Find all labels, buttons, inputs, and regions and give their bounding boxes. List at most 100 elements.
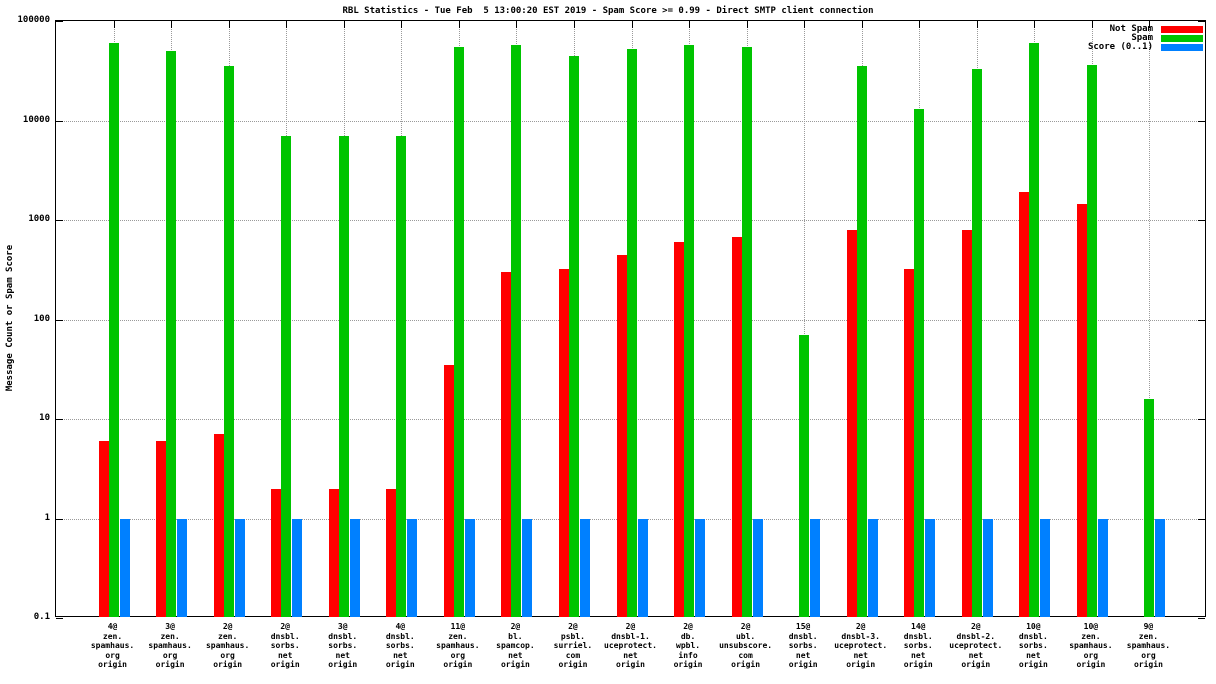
bar-spam <box>338 135 349 617</box>
x-tick-label-line: 2@ <box>855 622 866 631</box>
x-tick-label-line: bl. <box>508 631 523 641</box>
bar-not-spam <box>961 229 972 617</box>
bar-spam <box>1144 398 1155 617</box>
y-tick-label: 0.1 <box>33 612 50 622</box>
bar-spam <box>166 50 177 617</box>
x-tick-label: 2@ dnsbl. sorbs. net origin <box>255 622 315 670</box>
x-tick-label-line: origin <box>155 660 185 669</box>
x-tick-label-line: net <box>968 650 984 660</box>
x-tick-label-line: spamcop. <box>496 641 535 650</box>
x-tick-label-line: dnsbl. <box>270 631 300 641</box>
x-tick-label-line: org <box>220 650 235 660</box>
x-tick-label-line: uceprotect. <box>949 641 1003 650</box>
bar-not-spam <box>674 242 685 617</box>
x-axis-tick <box>1034 21 1036 28</box>
y-axis-tick <box>1198 220 1205 221</box>
y-axis-tick <box>56 319 63 321</box>
x-tick-label: 3@ dnsbl. sorbs. net origin <box>313 622 373 670</box>
x-tick-label: 2@ dnsbl-1. uceprotect. net origin <box>601 622 661 670</box>
x-axis-tick <box>631 21 633 28</box>
x-axis-tick <box>746 21 748 28</box>
x-tick-label-line: org <box>1141 650 1156 660</box>
bar-not-spam <box>386 488 397 617</box>
legend-label: Score (0..1) <box>1087 42 1153 52</box>
x-tick-label-line: net <box>623 650 638 660</box>
x-tick-label-line: sorbs. <box>788 641 818 650</box>
x-tick-label: 14@ dnsbl. sorbs. net origin <box>888 622 948 670</box>
x-tick-label-line: zen. <box>218 631 238 641</box>
x-tick-label-line: zen. <box>1138 631 1159 641</box>
bar-not-spam <box>156 441 167 617</box>
x-tick-label-line: zen. <box>1081 631 1101 641</box>
x-tick-label-line: 2@ <box>740 622 751 631</box>
y-tick-label: 100000 <box>17 15 50 25</box>
bar-spam <box>568 55 579 617</box>
bar-score-0-1 <box>177 518 188 617</box>
x-tick-label-line: surriel. <box>553 641 593 650</box>
x-tick-label-line: origin <box>98 660 127 669</box>
x-axis-tick <box>1149 21 1151 28</box>
x-tick-label-line: uceprotect. <box>604 641 657 650</box>
bar-score-0-1 <box>1040 518 1051 617</box>
x-tick-label: 2@ ubl. unsubscore. com origin <box>716 622 776 670</box>
legend-item: Spam <box>1088 34 1203 43</box>
bar-score-0-1 <box>810 518 821 617</box>
y-axis-tick <box>56 419 63 420</box>
x-tick-label-line: 2@ <box>625 622 636 631</box>
y-axis-tick <box>1198 419 1205 420</box>
x-axis-tick <box>343 21 345 28</box>
x-tick-label: 4@ zen. spamhaus. org origin <box>83 622 143 670</box>
x-tick-label-line: dnsbl. <box>903 631 933 641</box>
x-tick-label-line: 3@ <box>337 622 348 631</box>
y-tick-label: 1000 <box>28 214 50 224</box>
y-tick-label: 100 <box>33 313 50 324</box>
x-tick-label: 9@ zen. spamhaus. org origin <box>1118 622 1178 670</box>
legend-swatch <box>1161 35 1203 42</box>
x-tick-label-line: wpbl. <box>676 641 701 650</box>
x-tick-label-line: spamhaus. <box>1126 641 1171 650</box>
bar-spam <box>281 135 292 617</box>
x-tick-label-line: dnsbl. <box>788 631 818 641</box>
x-tick-label-line: net <box>1026 650 1041 660</box>
y-tick-label: 10 <box>39 413 50 423</box>
x-tick-label-line: 4@ <box>107 622 118 631</box>
x-tick-label-line: dnsbl-3. <box>841 631 880 641</box>
x-tick-label-line: 2@ <box>683 622 693 631</box>
x-axis-tick <box>286 21 288 28</box>
bar-not-spam <box>98 441 109 617</box>
x-axis-tick <box>228 21 230 28</box>
x-tick-label: 11@ zen. spamhaus. org origin <box>428 622 488 670</box>
x-tick-label-line: org <box>450 650 466 660</box>
x-tick-label-line: net <box>393 650 408 660</box>
x-tick-label-line: origin <box>673 660 703 669</box>
legend-label: Spam <box>1131 33 1153 43</box>
bar-spam <box>396 135 407 617</box>
x-gridline <box>1149 21 1151 616</box>
bar-spam <box>453 46 464 617</box>
y-axis-tick <box>56 21 63 22</box>
x-tick-label: 4@ dnsbl. sorbs. net origin <box>370 622 430 670</box>
x-tick-label-line: spamhaus. <box>436 641 480 650</box>
x-tick-label-line: spamhaus. <box>1069 641 1113 650</box>
x-tick-label-line: zen. <box>102 631 123 641</box>
x-tick-label-line: net <box>911 650 926 660</box>
y-axis-tick <box>56 518 63 520</box>
x-tick-label-line: 10@ <box>1083 622 1099 631</box>
bar-score-0-1 <box>119 518 130 617</box>
x-tick-label-line: org <box>162 650 178 660</box>
x-tick-label: 2@ zen. spamhaus. org origin <box>198 622 258 670</box>
y-axis-tick <box>1198 120 1205 122</box>
x-tick-label-line: net <box>795 650 811 660</box>
bar-score-0-1 <box>637 518 648 617</box>
bar-spam <box>799 334 810 617</box>
x-tick-label-line: origin <box>1018 660 1048 669</box>
bar-spam <box>914 109 925 617</box>
x-tick-label-line: origin <box>616 660 645 669</box>
bar-score-0-1 <box>234 518 245 617</box>
y-tick-label: 1 <box>44 512 50 523</box>
x-tick-label-line: origin <box>443 660 473 669</box>
x-tick-label-line: 2@ <box>280 622 290 631</box>
x-axis-tick <box>171 21 173 28</box>
x-tick-label: 2@ dnsbl-3. uceprotect. net origin <box>831 622 891 670</box>
